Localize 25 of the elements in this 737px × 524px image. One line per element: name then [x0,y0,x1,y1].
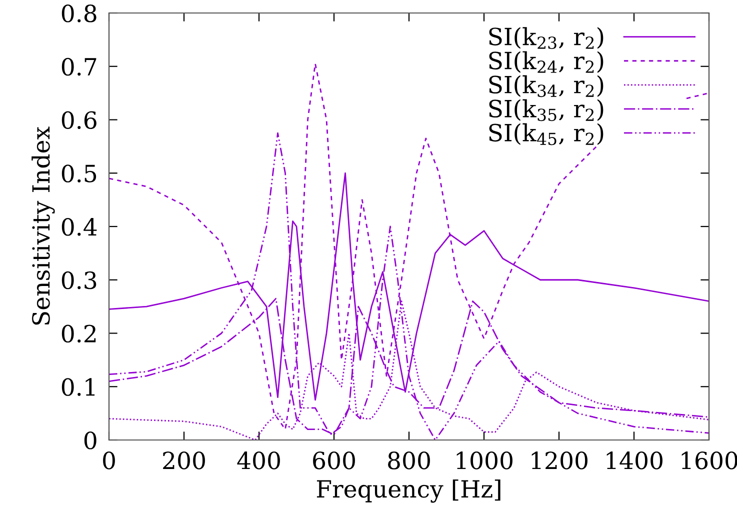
y-axis-title: Sensitivity Index [32,126,55,325]
x-tick-label: 0 [103,452,115,470]
x-tick-label: 1200 [532,452,588,470]
x-tick-label: 1000 [456,452,512,470]
y-tick-label: 0.3 [62,271,96,290]
legend-label: SI(k$_{24}$, r$_{2}$) [489,51,604,73]
x-tick-label: 1600 [682,452,737,470]
x-tick-label: 1400 [606,452,662,470]
y-tick-label: 0.7 [62,58,96,76]
y-tick-label: 0.6 [62,111,96,130]
legend-label: SI(k$_{34}$, r$_{2}$) [489,75,604,98]
y-tick-label: 0.8 [62,4,96,22]
x-axis-title: Frequency [Hz] [316,480,500,503]
x-tick-label: 400 [237,452,280,470]
y-tick-label: 0.4 [62,218,97,236]
y-tick-label: 0.1 [62,378,95,396]
y-tick-label: 0.5 [62,164,96,182]
x-tick-label: 800 [388,452,430,470]
y-tick-label: 0 [84,431,96,450]
legend-label: SI(k$_{23}$, r$_{2}$) [489,27,604,50]
legend-label: SI(k$_{35}$, r$_{2}$) [489,99,604,122]
y-tick-label: 0.2 [62,324,96,343]
legend-label: SI(k$_{45}$, r$_{2}$) [489,123,604,146]
x-tick-label: 200 [163,452,205,470]
x-tick-label: 600 [313,452,355,470]
